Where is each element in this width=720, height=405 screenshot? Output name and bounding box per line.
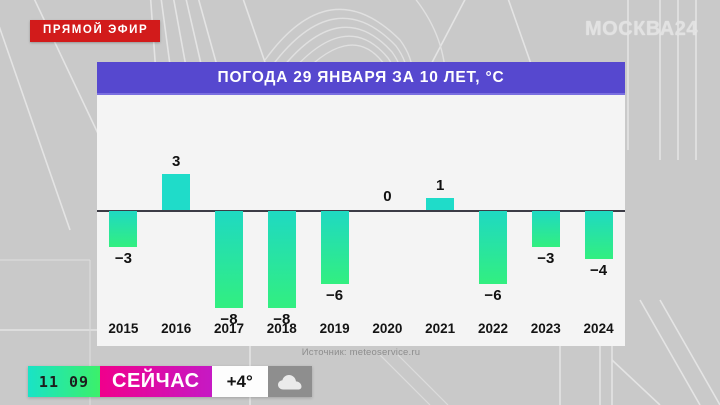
chart-card: ПОГОДА 29 ЯНВАРЯ ЗА 10 ЛЕТ, °С −3 3 −8 −8 −6… xyxy=(97,62,625,346)
chart-title: ПОГОДА 29 ЯНВАРЯ ЗА 10 ЛЕТ, °С xyxy=(217,68,505,86)
temperature-value: +4° xyxy=(226,371,253,391)
channel-logo-label: МОСКВА24 xyxy=(584,18,698,40)
chart-bar-value-label: −8 xyxy=(273,310,291,328)
chart-bar xyxy=(584,211,613,260)
zero-axis-line xyxy=(97,210,625,212)
chart-x-tick-label: 2018 xyxy=(266,320,297,336)
chart-x-tick-label: 2015 xyxy=(108,320,139,336)
chart-bar-value-label: −4 xyxy=(590,262,608,280)
chart-x-tick-label: 2024 xyxy=(583,320,614,336)
chart-plot-area: −3 3 −8 −8 −6 0 1 −6 −3 −4 xyxy=(97,95,625,327)
chart-bar xyxy=(267,211,296,308)
chart-x-tick-label: 2022 xyxy=(477,320,508,336)
chart-bar-value-label: 0 xyxy=(383,188,392,205)
clock-time: 11 09 xyxy=(38,372,90,391)
chart-bar-value-label: −6 xyxy=(326,286,344,304)
chart-bar-value-label: 3 xyxy=(172,152,181,170)
channel-logo: МОСКВА24 xyxy=(585,18,698,41)
chart-bar-value-label: −6 xyxy=(484,286,502,304)
chart-bar-group: −6 xyxy=(467,95,520,310)
chart-x-tick-label: 2016 xyxy=(161,320,192,336)
chart-bar-group: −8 xyxy=(255,95,308,327)
chart-bar xyxy=(214,211,243,308)
chart-bar-group: −3 xyxy=(97,95,150,310)
chart-bar-group: −3 xyxy=(519,95,572,310)
chart-bar-group: −4 xyxy=(572,95,625,310)
chart-bar-group: 0 xyxy=(361,95,414,310)
chart-x-tick-label: 2017 xyxy=(213,320,245,336)
clock-widget: 11 09 xyxy=(28,366,100,397)
chart-bar xyxy=(478,211,507,284)
chart-bar xyxy=(162,173,191,210)
chart-source-note: Источник: meteoservice.ru xyxy=(301,347,421,358)
chart-title-bar: ПОГОДА 29 ЯНВАРЯ ЗА 10 ЛЕТ, °С xyxy=(97,62,625,95)
now-label-text: СЕЙЧАС xyxy=(112,370,200,392)
chart-bar-value-label: 1 xyxy=(436,176,445,194)
chart-bar-value-label: −8 xyxy=(220,310,238,328)
chart-bar xyxy=(109,211,138,248)
temperature-widget: +4° xyxy=(211,366,268,397)
chart-bar xyxy=(531,211,560,248)
chart-x-tick-label: 2023 xyxy=(530,320,561,336)
chart-x-tick-label: 2019 xyxy=(319,320,350,336)
live-badge-label: ПРЯМОЙ ЭФИР xyxy=(43,24,149,36)
cloud-icon xyxy=(277,374,302,389)
chart-bar-group: −8 xyxy=(203,95,256,327)
chart-body: −3 3 −8 −8 −6 0 1 −6 −3 −4 2015 2016 2017 2018 2019 20… xyxy=(97,95,625,346)
chart-bar-value-label: −3 xyxy=(114,250,132,268)
chart-x-tick-label: 2021 xyxy=(425,320,456,336)
chart-x-tick-label: 2020 xyxy=(372,320,403,336)
chart-x-axis: 2015 2016 2017 2018 2019 2020 2021 2022 2023 2024 xyxy=(97,310,625,346)
bottom-ticker: 11 09 СЕЙЧАС +4° xyxy=(28,366,312,397)
live-broadcast-badge: ПРЯМОЙ ЭФИР xyxy=(30,20,161,42)
chart-bar-group: −6 xyxy=(308,95,361,310)
now-label: СЕЙЧАС xyxy=(100,366,212,397)
chart-bar xyxy=(426,197,455,210)
chart-bar-group: 3 xyxy=(150,95,203,310)
chart-bar-value-label: −3 xyxy=(537,250,555,268)
chart-bar-group: 1 xyxy=(414,95,467,310)
chart-bar xyxy=(320,211,349,284)
weather-icon-container xyxy=(267,366,312,397)
